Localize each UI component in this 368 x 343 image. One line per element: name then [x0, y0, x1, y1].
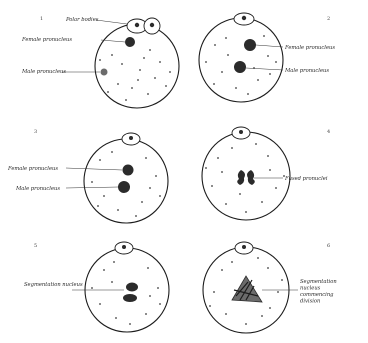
panel-1-female-pronucleus — [125, 37, 135, 47]
panel-4-ovum-outline — [201, 131, 291, 221]
panel-1-label-polar-bodies: Polar bodies — [65, 17, 99, 23]
panel-2-label-male-pronucleus: Male pronucleus — [284, 68, 329, 74]
panel-6-label-line-3: commencing — [300, 292, 334, 298]
panel-2-leader-female — [255, 44, 284, 48]
panel-6-number: 6 — [327, 243, 330, 249]
panel-4-polar-body-dot — [239, 130, 243, 134]
panel-1-number: 1 — [40, 16, 43, 22]
panel-2-polar-body-dot — [241, 15, 247, 21]
panel-3-granules — [91, 151, 161, 217]
panel-2-female-pronucleus — [244, 39, 256, 51]
panel-4-granules — [205, 143, 285, 213]
panel-1: 1 Polar bodies Female pronucleus Male pr… — [21, 16, 180, 109]
panel-6-polar-body-dot — [242, 245, 246, 249]
panel-5-polar-body-dot — [122, 245, 126, 249]
panel-2-number: 2 — [327, 16, 330, 22]
panel-2: 2 Female pronucleus Male pronucleus — [198, 12, 335, 103]
panel-5-granules — [91, 261, 161, 325]
panel-1-label-female-pronucleus: Female pronucleus — [21, 37, 72, 43]
panel-3-leader-female — [65, 167, 123, 171]
panel-2-ovum-outline — [198, 17, 284, 103]
panel-3-label-female-pronucleus: Female pronucleus — [7, 166, 58, 172]
panel-1-granules — [99, 49, 171, 101]
panel-3-ovum-outline — [83, 138, 169, 224]
panel-1-label-male-pronucleus: Male pronucleus — [21, 69, 66, 75]
panel-6-label-line-2: nucleus — [300, 286, 321, 292]
panel-3: 3 Female pronucleus Male pronucleus — [7, 129, 169, 224]
panel-4-label-fused-pronuclei: Fused pronuclei — [284, 176, 328, 182]
panel-5-label-segmentation-nucleus: Segmentation nucleus — [24, 282, 83, 288]
panel-4: 4 Fused pronuclei — [201, 126, 330, 221]
panel-5-segmentation-nucleus-upper — [126, 282, 138, 292]
panel-1-ovum-outline — [94, 23, 180, 109]
panel-1-leader-female — [100, 39, 126, 43]
panel-5-number: 5 — [34, 243, 37, 249]
panel-6-label-segmentation-nucleus: Segmentation nucleus commencing division — [300, 279, 338, 305]
panel-3-label-male-pronucleus: Male pronucleus — [15, 186, 60, 192]
panel-4-fused-pronuclei-left — [237, 170, 245, 185]
panel-2-male-pronucleus — [234, 61, 246, 73]
panel-3-male-pronucleus — [118, 181, 130, 193]
panel-4-number: 4 — [327, 129, 330, 135]
panel-3-leader-male — [65, 186, 119, 189]
panel-5-segmentation-nucleus-lower — [123, 294, 137, 302]
panel-3-polar-body-dot — [129, 136, 133, 140]
panel-2-granules — [205, 35, 277, 95]
panel-1-leader-polar — [95, 19, 128, 25]
panel-3-female-pronucleus — [122, 164, 134, 176]
panel-6-granules — [209, 257, 283, 325]
panel-5: 5 Segmentation nucleus — [24, 241, 170, 333]
panel-2-leader-male — [245, 67, 284, 71]
panel-6-label-line-4: division — [300, 299, 320, 305]
panel-6-label-line-1: Segmentation — [300, 279, 337, 285]
panel-4-fused-pronuclei-right — [247, 170, 255, 185]
panel-6-chromosomes — [233, 279, 259, 301]
panel-1-male-pronucleus — [100, 68, 108, 76]
panel-2-label-female-pronucleus: Female pronucleus — [284, 45, 335, 51]
panel-1-polar-body-2-dot — [149, 22, 155, 28]
panel-1-polar-body-1-dot — [134, 22, 140, 28]
panel-3-number: 3 — [34, 129, 37, 135]
panel-6: 6 Segmentation nucleus commencing division — [202, 241, 338, 334]
